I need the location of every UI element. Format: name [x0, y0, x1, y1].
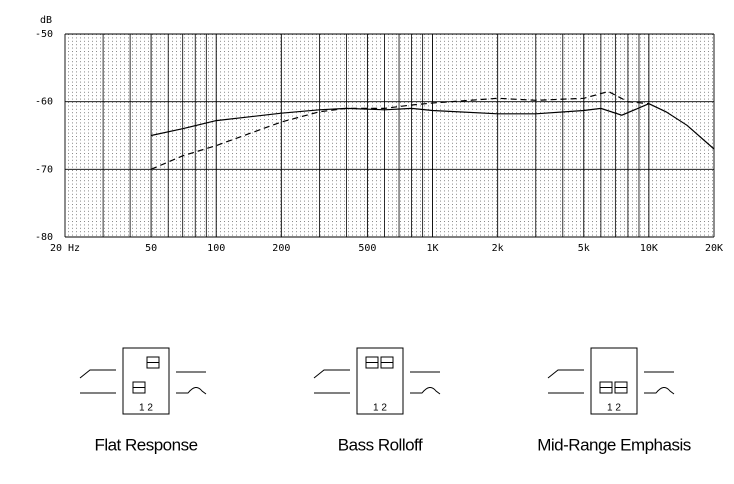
switch-box [590, 347, 638, 415]
rolloff-symbol [79, 369, 116, 379]
x-tick-label: 1K [427, 243, 439, 254]
diagram-caption: Bass Rolloff [338, 435, 423, 454]
x-tick-label: 500 [358, 243, 376, 254]
y-axis-label: dB [40, 15, 52, 26]
switch-positions: 1 2 [607, 403, 621, 414]
y-tick-label: -80 [35, 232, 53, 243]
presence-symbol [176, 387, 207, 395]
y-tick-label: -70 [35, 164, 53, 175]
x-tick-label: 200 [272, 243, 290, 254]
x-tick-label: 100 [207, 243, 225, 254]
x-tick-label: 50 [145, 243, 157, 254]
presence-symbol [644, 387, 675, 395]
y-tick-label: -60 [35, 97, 53, 108]
presence-symbol [410, 387, 441, 395]
rolloff-symbol [313, 369, 350, 379]
plot-background [65, 34, 714, 237]
rolloff-symbol [547, 369, 584, 379]
response-line [150, 103, 715, 150]
x-tick-label: 10K [640, 243, 658, 254]
switch-box [122, 347, 170, 415]
diagram-caption: Flat Response [94, 435, 197, 454]
x-tick-label: 20K [705, 243, 723, 254]
switch-box [356, 347, 404, 415]
x-tick-label: 20 Hz [50, 243, 80, 254]
diagram-caption: Mid-Range Emphasis [537, 435, 691, 454]
x-tick-label: 5k [578, 243, 590, 254]
switch-positions: 1 2 [373, 403, 387, 414]
switch-positions: 1 2 [139, 403, 153, 414]
response-line [150, 90, 649, 170]
x-tick-label: 2k [492, 243, 504, 254]
y-tick-label: -50 [35, 29, 53, 40]
